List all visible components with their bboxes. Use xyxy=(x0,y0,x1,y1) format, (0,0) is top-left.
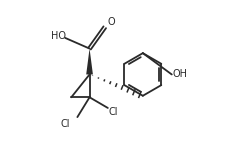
Text: OH: OH xyxy=(173,69,187,80)
Polygon shape xyxy=(86,49,93,74)
Text: O: O xyxy=(107,17,115,27)
Text: HO: HO xyxy=(51,31,66,41)
Text: Cl: Cl xyxy=(61,119,70,129)
Text: Cl: Cl xyxy=(108,107,118,117)
